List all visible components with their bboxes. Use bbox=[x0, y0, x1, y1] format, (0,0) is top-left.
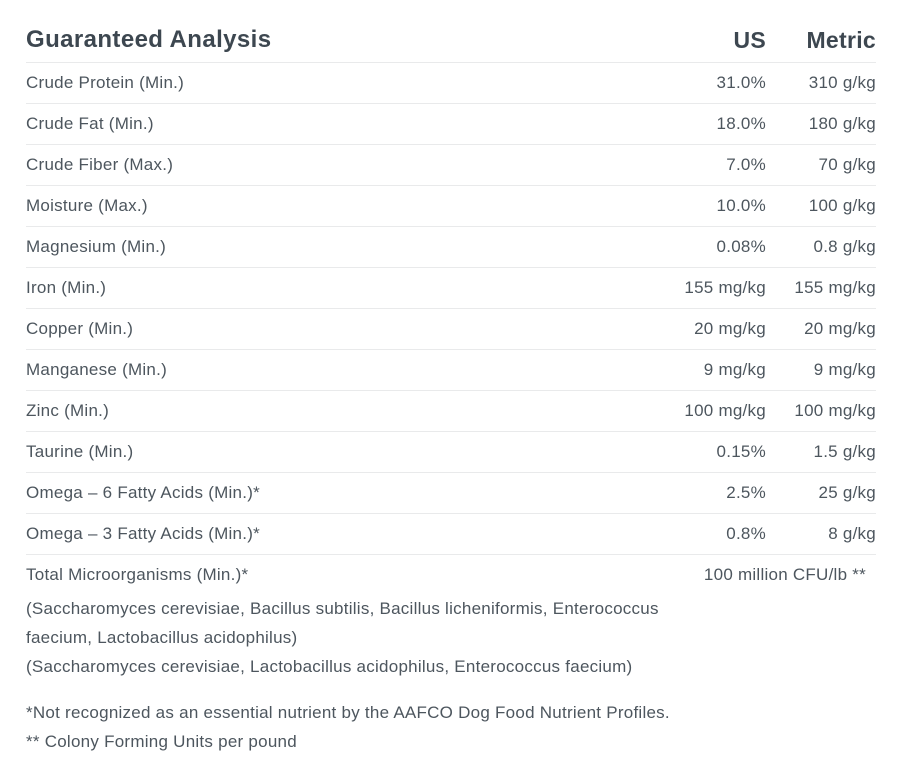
us-value: 7.0% bbox=[726, 155, 766, 174]
metric-value: 1.5 g/kg bbox=[813, 442, 876, 461]
nutrient-label: Copper (Min.) bbox=[26, 319, 134, 338]
metric-value: 100 g/kg bbox=[808, 196, 876, 215]
nutrient-label: Crude Fiber (Max.) bbox=[26, 155, 174, 174]
table-row: Crude Protein (Min.) 31.0% 310 g/kg bbox=[26, 63, 876, 104]
us-value: 10.0% bbox=[716, 196, 766, 215]
us-value: 9 mg/kg bbox=[703, 360, 766, 379]
footnotes: *Not recognized as an essential nutrient… bbox=[26, 698, 876, 756]
table-row: Manganese (Min.) 9 mg/kg 9 mg/kg bbox=[26, 350, 876, 391]
table-row: Magnesium (Min.) 0.08% 0.8 g/kg bbox=[26, 227, 876, 268]
nutrient-label: Magnesium (Min.) bbox=[26, 237, 167, 256]
us-value: 18.0% bbox=[716, 114, 766, 133]
nutrient-label: Omega – 3 Fatty Acids (Min.)* bbox=[26, 524, 260, 543]
table-row: Moisture (Max.) 10.0% 100 g/kg bbox=[26, 186, 876, 227]
table-row: Taurine (Min.) 0.15% 1.5 g/kg bbox=[26, 432, 876, 473]
nutrient-label: Moisture (Max.) bbox=[26, 196, 148, 215]
nutrient-label: Iron (Min.) bbox=[26, 278, 107, 297]
nutrient-label: Total Microorganisms (Min.)* bbox=[26, 564, 249, 584]
metric-value: 25 g/kg bbox=[818, 483, 876, 502]
metric-value: 100 mg/kg bbox=[794, 401, 876, 420]
table-header: Guaranteed Analysis US Metric bbox=[26, 0, 876, 63]
species-line: faecium, Lactobacillus acidophilus) bbox=[26, 628, 298, 647]
table-row: Crude Fiber (Max.) 7.0% 70 g/kg bbox=[26, 145, 876, 186]
us-value: 155 mg/kg bbox=[684, 278, 766, 297]
column-header-metric: Metric bbox=[806, 26, 876, 53]
table-row-total-microorganisms: Total Microorganisms (Min.)* 100 million… bbox=[26, 555, 876, 594]
footnote-cfu: ** Colony Forming Units per pound bbox=[26, 732, 297, 751]
metric-value: 0.8 g/kg bbox=[813, 237, 876, 256]
us-value: 100 mg/kg bbox=[684, 401, 766, 420]
metric-value: 180 g/kg bbox=[808, 114, 876, 133]
metric-value: 310 g/kg bbox=[808, 73, 876, 92]
us-value: 2.5% bbox=[726, 483, 766, 502]
us-value: 0.08% bbox=[716, 237, 766, 256]
table-row: Copper (Min.) 20 mg/kg 20 mg/kg bbox=[26, 309, 876, 350]
metric-value: 8 g/kg bbox=[828, 524, 876, 543]
us-value: 31.0% bbox=[716, 73, 766, 92]
us-value: 20 mg/kg bbox=[694, 319, 766, 338]
species-line: (Saccharomyces cerevisiae, Bacillus subt… bbox=[26, 599, 659, 618]
nutrient-label: Zinc (Min.) bbox=[26, 401, 110, 420]
table-row: Crude Fat (Min.) 18.0% 180 g/kg bbox=[26, 104, 876, 145]
metric-value: 9 mg/kg bbox=[813, 360, 876, 379]
metric-value: 20 mg/kg bbox=[804, 319, 876, 338]
total-microorganisms-value: 100 million CFU/lb ** bbox=[703, 564, 866, 584]
page-title: Guaranteed Analysis bbox=[26, 26, 272, 53]
nutrient-label: Omega – 6 Fatty Acids (Min.)* bbox=[26, 483, 260, 502]
us-value: 0.8% bbox=[726, 524, 766, 543]
footnote-aafco: *Not recognized as an essential nutrient… bbox=[26, 703, 670, 722]
metric-value: 70 g/kg bbox=[818, 155, 876, 174]
table-row: Omega – 3 Fatty Acids (Min.)* 0.8% 8 g/k… bbox=[26, 514, 876, 555]
nutrient-label: Manganese (Min.) bbox=[26, 360, 168, 379]
table-row: Zinc (Min.) 100 mg/kg 100 mg/kg bbox=[26, 391, 876, 432]
table-row: Omega – 6 Fatty Acids (Min.)* 2.5% 25 g/… bbox=[26, 473, 876, 514]
microorganism-species-list: (Saccharomyces cerevisiae, Bacillus subt… bbox=[26, 594, 876, 681]
nutrient-label: Taurine (Min.) bbox=[26, 442, 134, 461]
nutrient-label: Crude Fat (Min.) bbox=[26, 114, 154, 133]
metric-value: 155 mg/kg bbox=[794, 278, 876, 297]
us-value: 0.15% bbox=[716, 442, 766, 461]
nutrient-label: Crude Protein (Min.) bbox=[26, 73, 185, 92]
column-header-us: US bbox=[733, 26, 766, 53]
species-line: (Saccharomyces cerevisiae, Lactobacillus… bbox=[26, 657, 633, 676]
table-row: Iron (Min.) 155 mg/kg 155 mg/kg bbox=[26, 268, 876, 309]
